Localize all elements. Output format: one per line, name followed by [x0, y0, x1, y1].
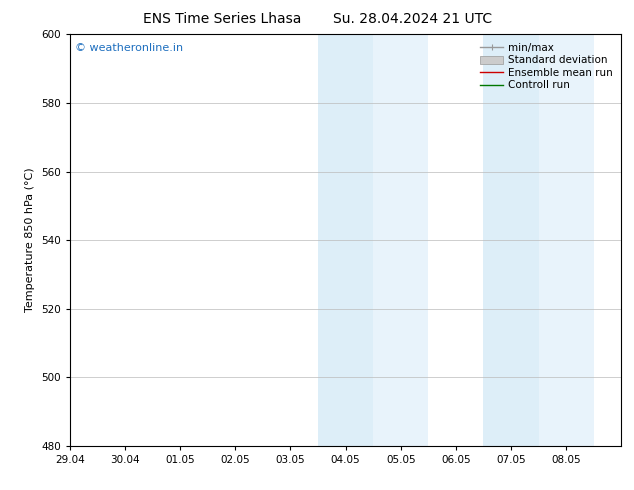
Bar	[538, 34, 593, 446]
Text: Su. 28.04.2024 21 UTC: Su. 28.04.2024 21 UTC	[333, 12, 491, 26]
Text: ENS Time Series Lhasa: ENS Time Series Lhasa	[143, 12, 301, 26]
Y-axis label: Temperature 850 hPa (°C): Temperature 850 hPa (°C)	[25, 168, 36, 313]
Text: © weatheronline.in: © weatheronline.in	[75, 43, 183, 52]
Bar	[373, 34, 429, 446]
Bar	[318, 34, 373, 446]
Bar	[483, 34, 538, 446]
Legend: min/max, Standard deviation, Ensemble mean run, Controll run: min/max, Standard deviation, Ensemble me…	[477, 40, 616, 94]
